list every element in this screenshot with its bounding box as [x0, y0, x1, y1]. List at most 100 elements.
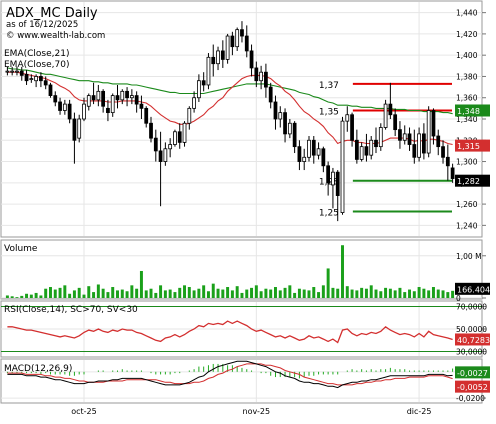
macd-title: MACD(12,26,9) — [4, 364, 72, 374]
candle-body — [62, 103, 67, 111]
level-label: 1,25 — [319, 209, 339, 219]
price-badge-ema21_badge-bg — [455, 139, 490, 152]
candle-body — [134, 95, 139, 105]
chart-source: © www.wealth-lab.com — [6, 31, 105, 41]
volume-bar — [235, 286, 239, 298]
volume-bar — [211, 283, 215, 298]
candle-body — [350, 114, 354, 141]
candle-body — [86, 95, 91, 107]
volume-bar — [144, 290, 148, 298]
volume-bar — [221, 289, 225, 298]
candle-body — [58, 101, 62, 111]
candle-body — [445, 156, 450, 167]
candle-body — [182, 122, 187, 143]
candle-body — [436, 135, 441, 148]
x-tick-label-dic-25: dic-25 — [407, 407, 432, 416]
candle-body — [77, 118, 82, 139]
candle-body — [378, 127, 383, 148]
candle-body — [321, 148, 326, 167]
volume-bar — [101, 288, 105, 298]
volume-bar — [283, 287, 287, 298]
price-tick-label: 1,360 — [456, 94, 478, 103]
candle-body — [398, 129, 402, 141]
volume-bar — [369, 285, 373, 298]
volume-bar — [159, 285, 163, 298]
candle-body — [225, 35, 230, 60]
volume-bar — [20, 295, 24, 298]
volume-bar — [264, 288, 268, 298]
macd-tick-label: -0,0200 — [456, 394, 485, 403]
candle-body — [369, 139, 374, 156]
candle-body — [354, 139, 359, 160]
candle-body — [144, 107, 149, 124]
candle-body — [335, 171, 340, 196]
price-tick-label: 1,440 — [456, 9, 478, 18]
volume-bar — [427, 290, 431, 298]
volume-bar — [431, 287, 435, 298]
candle-body — [264, 71, 268, 88]
volume-bar — [39, 295, 43, 298]
candle-body — [426, 110, 431, 154]
candle-body — [417, 133, 421, 158]
volume-bar — [87, 286, 91, 298]
volume-bar — [130, 285, 134, 298]
candle-body — [340, 120, 345, 213]
volume-last-badge-bg — [455, 282, 490, 295]
volume-bar — [398, 287, 402, 298]
volume-bar — [77, 287, 81, 298]
candle-body — [177, 131, 182, 143]
volume-bar — [29, 294, 33, 298]
candle-body — [383, 103, 388, 128]
candle-body — [220, 50, 225, 60]
candle-body — [196, 80, 201, 99]
candle-body — [120, 90, 125, 101]
price-tick-label: 1,260 — [456, 200, 478, 209]
candle-body — [5, 70, 10, 73]
candle-body — [268, 86, 273, 103]
volume-bar — [278, 290, 282, 298]
rsi-last-badge-bg — [455, 333, 490, 346]
volume-bar — [393, 290, 397, 298]
volume-bar — [355, 290, 359, 298]
macd-signal-last-badge-bg — [455, 380, 490, 393]
rsi-tick-label: 30,0000 — [456, 348, 487, 357]
volume-bar — [154, 292, 158, 298]
ema21-line — [7, 71, 453, 146]
volume-bar — [408, 289, 412, 298]
volume-bar — [307, 290, 311, 298]
candle-body — [91, 95, 96, 101]
candle-body — [393, 114, 398, 131]
candle-body — [216, 50, 220, 65]
volume-bar — [135, 288, 139, 298]
price-badge-ema70_badge: 1,348 — [457, 107, 480, 116]
volume-bar — [25, 293, 29, 298]
volume-bar — [53, 289, 57, 298]
volume-bar — [178, 287, 182, 298]
candle-body — [187, 107, 192, 124]
candle-body — [53, 95, 58, 103]
volume-bar — [250, 287, 254, 298]
volume-bar — [68, 293, 72, 298]
volume-bar — [269, 289, 273, 298]
candle-body — [345, 114, 350, 122]
candle-body — [173, 131, 177, 145]
candle-body — [163, 148, 168, 162]
candle-body — [168, 144, 173, 150]
macd-series — [6, 360, 454, 389]
rsi-tick-label: 50,0000 — [456, 325, 487, 334]
candle-body — [39, 76, 43, 82]
price-badge-price_badge-bg — [455, 174, 490, 187]
volume-panel-frame — [0, 239, 483, 300]
volume-bar — [446, 292, 450, 298]
volume-bar — [206, 291, 210, 298]
candle-body — [283, 112, 287, 135]
candle-body — [254, 67, 259, 82]
candle-body — [302, 156, 307, 162]
macd-last-badge: -0,0027 — [457, 369, 488, 378]
volume-bar — [10, 296, 14, 298]
candle-body — [82, 103, 86, 120]
level-label: 1,35 — [319, 107, 339, 117]
candle-body — [96, 90, 101, 101]
volume-bar — [417, 287, 421, 298]
